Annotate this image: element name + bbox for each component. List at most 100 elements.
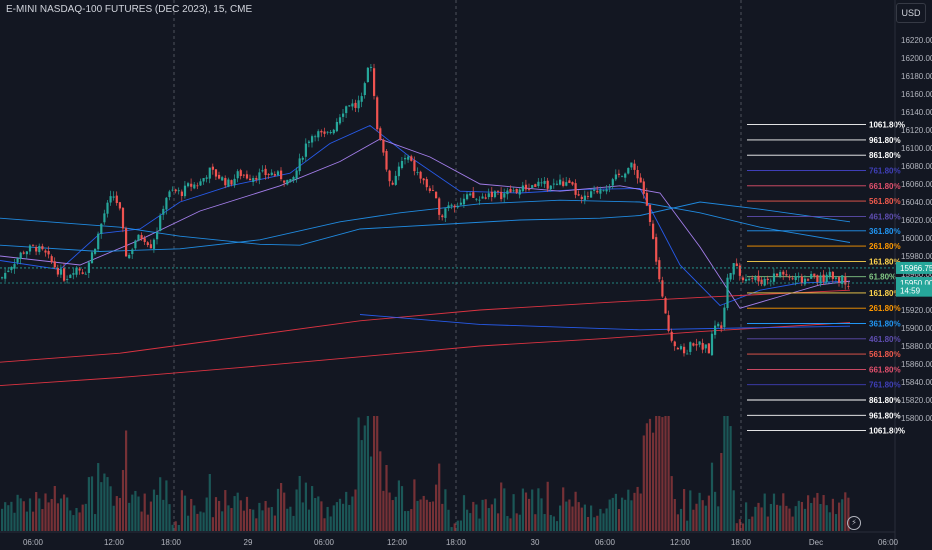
candle-body — [295, 170, 298, 179]
volume-bar — [280, 483, 283, 531]
volume-bar — [404, 511, 407, 531]
volume-bar — [714, 491, 717, 531]
volume-bar — [692, 509, 695, 531]
volume-bar — [679, 508, 683, 531]
volume-bar — [816, 492, 819, 531]
volume-bar — [779, 505, 782, 531]
volume-bar — [264, 501, 267, 531]
candle-body — [94, 248, 97, 254]
price-axis[interactable]: 16220.00 16200.00 16180.00 16160.00 16140.00… — [901, 36, 932, 423]
candle-body — [614, 174, 617, 180]
volume-bar — [735, 523, 738, 531]
volume-bar — [410, 509, 413, 531]
candle-body — [478, 199, 481, 201]
candle-body — [249, 178, 252, 181]
time-tick-label: 12:00 — [104, 538, 125, 547]
candle-body — [146, 242, 149, 246]
candle-body — [425, 179, 428, 188]
candle-body — [53, 261, 56, 268]
volume-bar — [84, 503, 87, 531]
volume-bar — [168, 504, 171, 531]
volume-bar — [831, 498, 834, 531]
volume-bar — [25, 511, 28, 531]
price-tick-label: 15880.00 — [901, 342, 932, 351]
candle-body — [177, 190, 180, 192]
candle-body — [311, 136, 314, 143]
candle-body — [143, 238, 146, 242]
fib-level-label: 361.80% — [869, 320, 901, 329]
candle-body — [22, 252, 25, 254]
candle-body — [363, 83, 366, 96]
time-axis[interactable]: 06:00 12:00 18:00 29 06:00 12:00 18:00 30 06:00 1… — [23, 538, 899, 547]
candle-body — [35, 247, 38, 252]
candle-body — [236, 171, 239, 179]
fib-level-label: 761.80% — [869, 381, 901, 390]
candle-body — [766, 278, 769, 281]
candle-body — [208, 167, 211, 179]
candle-body — [159, 215, 162, 232]
volume-bar — [183, 495, 187, 531]
volume-bar — [214, 497, 218, 531]
volume-bar — [639, 493, 642, 531]
volume-bar — [38, 498, 41, 531]
candle-body — [183, 185, 187, 197]
volume-bar — [838, 502, 841, 531]
volume-bar — [565, 501, 568, 531]
volume-bar — [351, 496, 354, 531]
candle-body — [735, 263, 738, 267]
volume-bar — [376, 416, 379, 531]
candle-body — [360, 96, 363, 102]
candle-body — [720, 325, 723, 329]
candle-body — [400, 161, 404, 169]
candle-body — [397, 166, 400, 177]
volume-bar — [41, 509, 44, 531]
clock-icon[interactable]: ⚡ — [847, 516, 861, 530]
candle-body — [729, 273, 732, 280]
volume-bar — [190, 498, 193, 531]
volume-bar — [655, 416, 658, 531]
volume-bar — [50, 498, 53, 531]
ma_slow-line — [0, 201, 851, 246]
candle-body — [816, 275, 819, 283]
volume-bar — [791, 516, 794, 531]
volume-bar — [19, 498, 22, 531]
candle-body — [552, 183, 555, 185]
volume-bar — [562, 487, 565, 531]
volume-bar — [617, 509, 621, 531]
candle-body — [84, 273, 87, 275]
candle-body — [44, 250, 47, 253]
candle-body — [559, 179, 562, 185]
volume-bar — [441, 503, 444, 531]
candle-body — [332, 129, 335, 134]
volume-bar — [307, 509, 311, 531]
price-tick-label: 16160.00 — [901, 90, 932, 99]
volume-bar — [78, 512, 81, 531]
candle-body — [776, 273, 779, 276]
fib-level-label: 561.80% — [869, 350, 901, 359]
fib-level-label: 261.80% — [869, 242, 901, 251]
candle-body — [574, 183, 577, 195]
time-tick-label: Dec — [809, 538, 823, 547]
volume-bar — [611, 497, 614, 531]
volume-bar — [397, 480, 400, 531]
volume-bar — [202, 512, 205, 531]
volume-bar — [224, 490, 227, 531]
volume-bar — [599, 508, 602, 531]
volume-bar — [543, 514, 546, 531]
volume-bar — [162, 499, 165, 531]
candle-body — [568, 180, 571, 184]
currency-button[interactable]: USD — [896, 3, 926, 23]
candle-body — [410, 156, 413, 161]
volume-bar — [289, 506, 292, 531]
volume-bar — [800, 501, 803, 531]
volume-bar — [813, 497, 816, 531]
candle-body — [314, 136, 317, 138]
volume-bar — [503, 488, 506, 531]
volume-bar — [741, 523, 745, 531]
volume-bar — [348, 504, 351, 531]
volume-bar — [66, 497, 69, 531]
fib-level-label: 61.80% — [869, 273, 896, 282]
volume-bar — [481, 499, 484, 531]
volume-bar — [320, 501, 323, 531]
